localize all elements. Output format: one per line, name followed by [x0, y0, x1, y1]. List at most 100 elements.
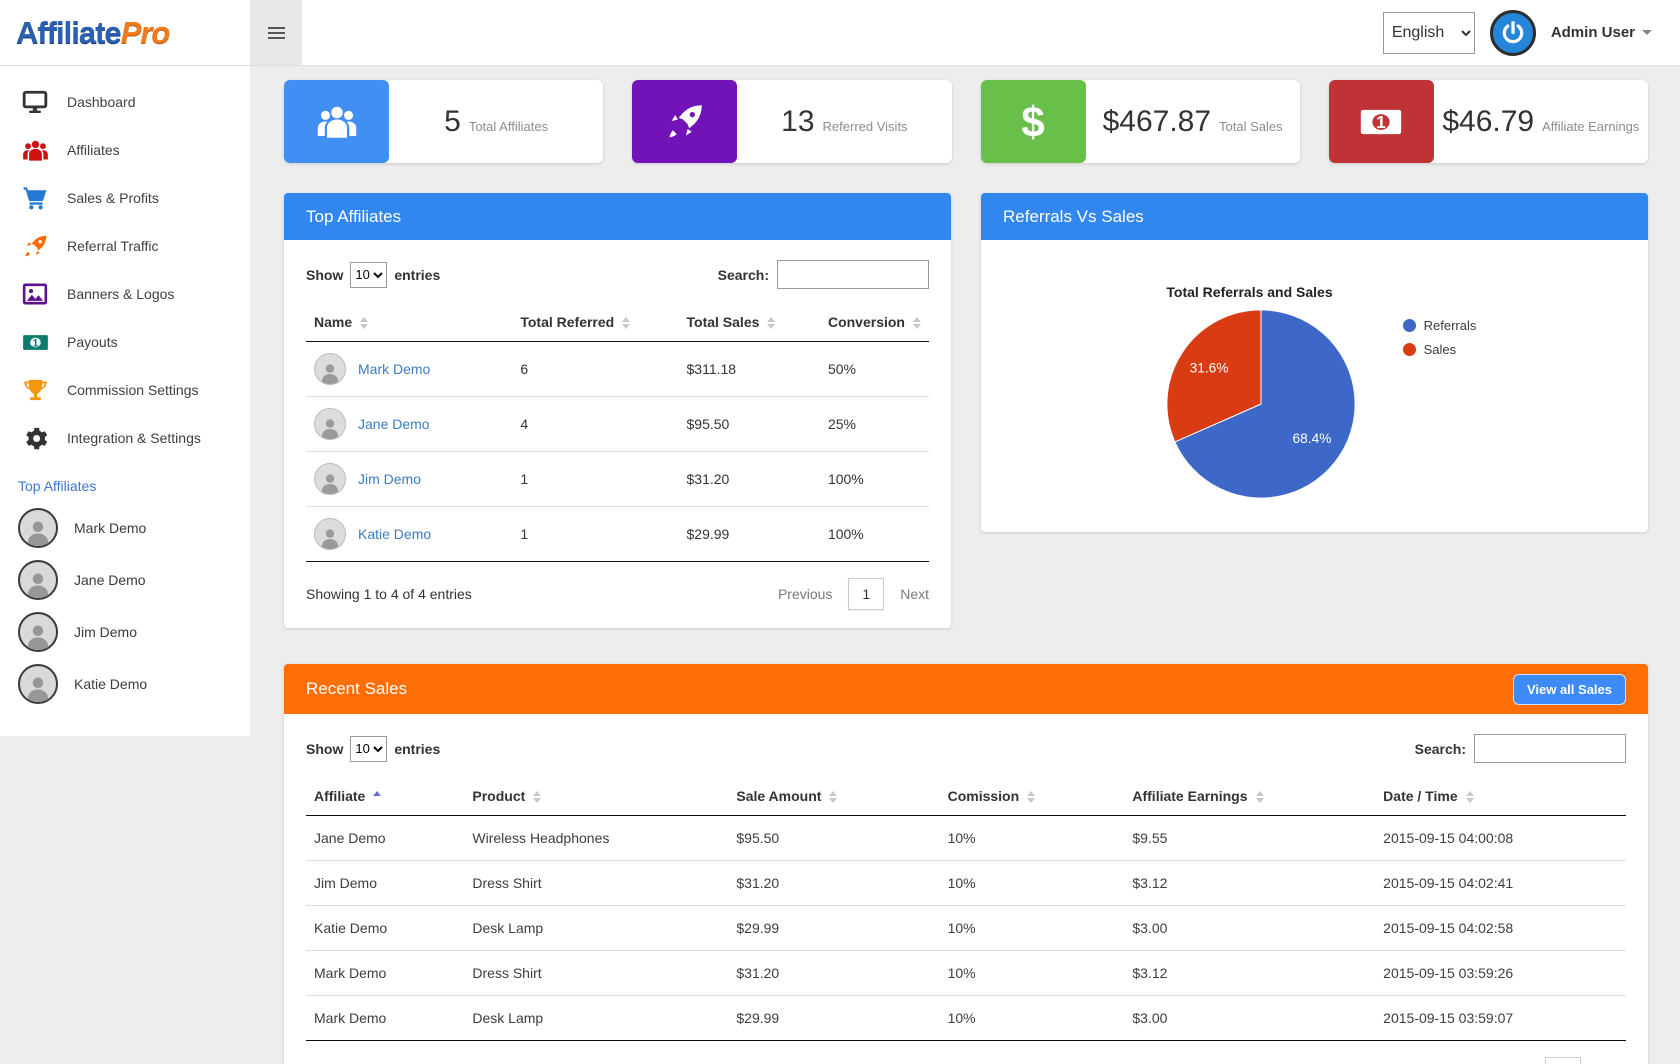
pie-chart: 68.4% 31.6% [1163, 306, 1359, 502]
sidebar-item-label: Referral Traffic [67, 238, 159, 254]
earnings-value: $3.00 [1124, 995, 1376, 1041]
page-length-select[interactable]: 10 [350, 735, 388, 762]
sidebar-item-dashboard[interactable]: Dashboard [0, 78, 250, 126]
sidebar-item-banners-logos[interactable]: Banners & Logos [0, 270, 250, 318]
datetime-value: 2015-09-15 04:02:58 [1375, 905, 1626, 951]
search-input[interactable] [777, 260, 929, 289]
sidebar-section-heading: Top Affiliates [18, 478, 97, 494]
language-select[interactable]: English [1382, 11, 1475, 54]
sidebar-item-label: Dashboard [67, 94, 136, 110]
top-navbar: Affiliate Pro English Admin User [0, 0, 1680, 66]
search-label: Search: [1414, 740, 1466, 757]
avatar [314, 518, 346, 550]
total-sales-value: $29.99 [678, 506, 820, 562]
sidebar-item-integration-settings[interactable]: Integration & Settings [0, 414, 250, 462]
next-button[interactable]: Next [900, 586, 929, 602]
product-value: Wireless Headphones [472, 830, 610, 846]
users-icon [20, 135, 50, 165]
sort-icon [767, 317, 776, 330]
money-bill-icon [20, 327, 50, 357]
sort-icon [1027, 791, 1036, 804]
view-all-sales-button[interactable]: View all Sales [1512, 673, 1626, 705]
column-header-affiliate[interactable]: Affiliate [306, 778, 465, 816]
search-label: Search: [717, 266, 769, 283]
avatar [314, 408, 346, 440]
affiliate-link[interactable]: Katie Demo [358, 526, 432, 542]
table-row: Jim Demo Dress Shirt $31.20 10% $3.12 20… [306, 860, 1626, 906]
avatar [18, 508, 58, 548]
affiliate-name: Katie Demo [74, 676, 148, 692]
total-sales-value: $95.50 [678, 396, 820, 452]
affiliate-link[interactable]: Jim Demo [358, 471, 422, 487]
stat-value: 13 [781, 104, 815, 138]
pagination: Previous 1 Next [1475, 1057, 1626, 1064]
sidebar-item-referral-traffic[interactable]: Referral Traffic [0, 222, 250, 270]
panel-title-text: Recent Sales [306, 679, 408, 698]
previous-button[interactable]: Previous [777, 586, 833, 602]
sort-icon [1255, 791, 1264, 804]
column-header-date-time[interactable]: Date / Time [1375, 778, 1626, 816]
sale-amount-value: $95.50 [736, 830, 780, 846]
column-header-total-referred[interactable]: Total Referred [512, 304, 679, 342]
column-header-sale-amount[interactable]: Sale Amount [728, 778, 940, 816]
sidebar-item-affiliates[interactable]: Affiliates [0, 126, 250, 174]
affiliate-value: Katie Demo [306, 905, 465, 951]
total-sales-value: $311.18 [686, 361, 737, 377]
users-icon [284, 80, 389, 163]
power-icon [1500, 20, 1526, 46]
sidebar-affiliate-jane[interactable]: Jane Demo [0, 554, 250, 606]
datetime-value: 2015-09-15 03:59:07 [1375, 995, 1626, 1041]
product-value: Desk Lamp [464, 905, 729, 951]
sidebar-item-sales-profits[interactable]: Sales & Profits [0, 174, 250, 222]
conversion-value: 100% [819, 506, 929, 562]
affiliate-name: Jane Demo [74, 572, 146, 588]
column-header-total-sales[interactable]: Total Sales [678, 304, 820, 342]
sidebar-item-label: Banners & Logos [67, 286, 175, 302]
sale-amount-value: $29.99 [728, 995, 940, 1041]
affiliate-value: Mark Demo [306, 995, 465, 1041]
column-header-commission[interactable]: Comission [939, 778, 1125, 816]
gear-icon [20, 423, 50, 453]
sidebar-affiliate-mark[interactable]: Mark Demo [0, 502, 250, 554]
page-length-select[interactable]: 10 [350, 261, 388, 288]
entries-label: entries [394, 740, 441, 757]
sort-icon [622, 317, 631, 330]
sidebar-item-commission-settings[interactable]: Commission Settings [0, 366, 250, 414]
column-header-name[interactable]: Name [306, 304, 513, 342]
commission-value: 10% [939, 860, 1125, 906]
commission-value: 10% [947, 830, 976, 846]
product-value: Desk Lamp [464, 995, 729, 1041]
search-input[interactable] [1474, 734, 1626, 763]
menu-toggle-button[interactable] [250, 0, 302, 65]
datetime-value: 2015-09-15 04:00:08 [1383, 830, 1514, 846]
column-header-affiliate-earnings[interactable]: Affiliate Earnings [1124, 778, 1376, 816]
recent-sales-panel: Recent Sales View all Sales Show 10 entr… [284, 664, 1648, 1064]
legend-item-sales: Sales [1402, 342, 1477, 357]
table-info: Showing 1 to 4 of 4 entries [306, 586, 472, 602]
column-header-product[interactable]: Product [464, 778, 729, 816]
table-row: Mark Demo Desk Lamp $29.99 10% $3.00 201… [306, 995, 1626, 1041]
affiliate-link[interactable]: Jane Demo [358, 416, 430, 432]
sort-icon [912, 317, 921, 330]
legend-label: Sales [1423, 342, 1457, 357]
sidebar-affiliate-katie[interactable]: Katie Demo [0, 658, 250, 710]
chevron-down-icon [1642, 30, 1652, 35]
sidebar-item-label: Commission Settings [67, 382, 199, 398]
rocket-icon [20, 231, 50, 261]
brand-part-affiliate: Affiliate [16, 14, 122, 50]
sidebar-item-payouts[interactable]: Payouts [0, 318, 250, 366]
sidebar-affiliate-jim[interactable]: Jim Demo [0, 606, 250, 658]
column-header-conversion[interactable]: Conversion [819, 304, 929, 342]
table-row: Mark Demo Dress Shirt $31.20 10% $3.12 2… [306, 950, 1626, 996]
rocket-icon [632, 80, 738, 163]
page-number-button[interactable]: 1 [1545, 1057, 1582, 1064]
cart-icon [20, 183, 50, 213]
page-number-button[interactable]: 1 [848, 578, 885, 610]
commission-value: 10% [939, 905, 1125, 951]
sidebar-item-label: Payouts [67, 334, 118, 350]
panel-title: Referrals Vs Sales [981, 193, 1648, 240]
user-avatar[interactable] [1489, 9, 1536, 56]
affiliate-link[interactable]: Mark Demo [358, 361, 431, 377]
user-dropdown[interactable]: Admin User [1551, 24, 1652, 41]
stat-label: Total Sales [1219, 118, 1283, 134]
